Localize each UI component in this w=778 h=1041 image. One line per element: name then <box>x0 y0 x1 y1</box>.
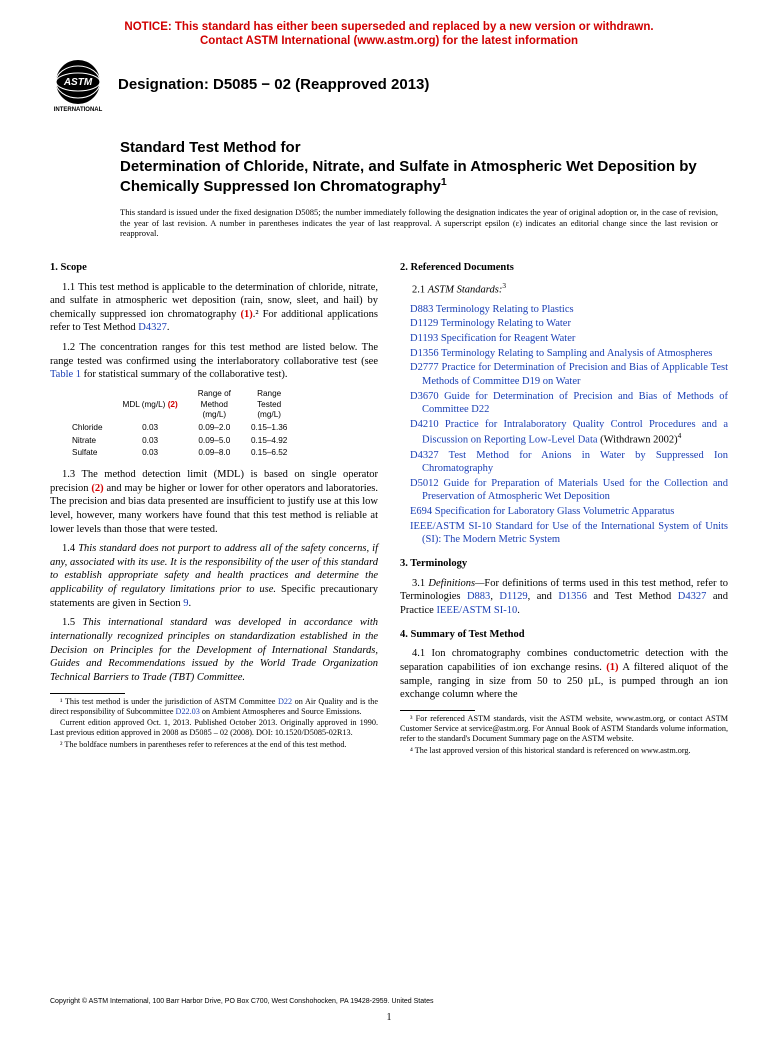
copyright: Copyright © ASTM International, 100 Barr… <box>50 998 434 1005</box>
sec1-p5: 1.5 This international standard was deve… <box>50 616 378 684</box>
sec3-head: 3. Terminology <box>400 557 728 571</box>
ref-item: D4210 Practice for Intralaboratory Quali… <box>400 418 728 448</box>
mdl-table: MDL (mg/L) (2) Range ofMethod(mg/L) Rang… <box>72 388 297 460</box>
sec4-p1: 4.1 Ion chromatography combines conducto… <box>400 647 728 702</box>
ref-link[interactable]: D3670 <box>410 391 439 402</box>
title-block: Standard Test Method for Determination o… <box>120 139 728 197</box>
sec2-head: 2. Referenced Documents <box>400 261 728 275</box>
svg-text:INTERNATIONAL: INTERNATIONAL <box>54 107 103 113</box>
ref-link[interactable]: D4327 <box>410 450 439 461</box>
ref-link[interactable]: D1129 <box>410 318 438 329</box>
right-column: 2. Referenced Documents 2.1 ASTM Standar… <box>400 257 728 757</box>
refs-list: D883 Terminology Relating to PlasticsD11… <box>400 303 728 547</box>
sec1-p3: 1.3 The method detection limit (MDL) is … <box>50 468 378 536</box>
ref-item: E694 Specification for Laboratory Glass … <box>400 505 728 519</box>
sec1-p2: 1.2 The concentration ranges for this te… <box>50 341 378 382</box>
two-column-body: 1. Scope 1.1 This test method is applica… <box>50 257 728 757</box>
ref-item: D1356 Terminology Relating to Sampling a… <box>400 347 728 361</box>
link-d22[interactable]: D22 <box>278 697 292 706</box>
footnotes-left: ¹ This test method is under the jurisdic… <box>50 697 378 750</box>
ref-link[interactable]: D883 <box>410 304 433 315</box>
ref-item: IEEE/ASTM SI-10 Standard for Use of the … <box>400 520 728 547</box>
sec1-head: 1. Scope <box>50 261 378 275</box>
ref-item: D1193 Specification for Reagent Water <box>400 332 728 346</box>
ref-link[interactable]: D1356 <box>410 348 439 359</box>
ref-item: D1129 Terminology Relating to Water <box>400 317 728 331</box>
ref-item: D2777 Practice for Determination of Prec… <box>400 361 728 388</box>
page-number: 1 <box>0 1012 778 1023</box>
designation: Designation: D5085 − 02 (Reapproved 2013… <box>118 76 429 93</box>
notice-banner: NOTICE: This standard has either been su… <box>50 20 728 49</box>
sec4-head: 4. Summary of Test Method <box>400 628 728 642</box>
left-column: 1. Scope 1.1 This test method is applica… <box>50 257 378 757</box>
footnote-rule <box>50 693 125 694</box>
title-lead: Standard Test Method for <box>120 139 728 158</box>
title-main: Determination of Chloride, Nitrate, and … <box>120 158 728 198</box>
ref-link[interactable]: D4210 <box>410 419 439 430</box>
footnotes-right: ³ For referenced ASTM standards, visit t… <box>400 714 728 756</box>
footnote-rule-right <box>400 710 475 711</box>
header-row: ASTM INTERNATIONAL Designation: D5085 − … <box>50 57 728 113</box>
sec1-p4: 1.4 This standard does not purport to ad… <box>50 542 378 610</box>
issue-note: This standard is issued under the fixed … <box>120 207 718 239</box>
table-row: Nitrate0.030.09–5.00.15–4.92 <box>72 435 297 448</box>
ref-link[interactable]: D1193 <box>410 333 438 344</box>
ref-item: D883 Terminology Relating to Plastics <box>400 303 728 317</box>
notice-line2: Contact ASTM International (www.astm.org… <box>200 35 578 47</box>
sec2-sub: 2.1 ASTM Standards:3 <box>400 281 728 297</box>
ref-item: D5012 Guide for Preparation of Materials… <box>400 477 728 504</box>
ref-link[interactable]: IEEE/ASTM SI-10 <box>410 521 492 532</box>
link-d4327[interactable]: D4327 <box>138 322 167 333</box>
link-d2203[interactable]: D22.03 <box>176 707 200 716</box>
ref-link[interactable]: E694 <box>410 506 432 517</box>
sec1-p1: 1.1 This test method is applicable to th… <box>50 281 378 336</box>
sec3-p1: 3.1 Definitions—For definitions of terms… <box>400 577 728 618</box>
ref-link[interactable]: D5012 <box>410 478 439 489</box>
ref-item: D3670 Guide for Determination of Precisi… <box>400 390 728 417</box>
notice-line1: NOTICE: This standard has either been su… <box>124 21 653 33</box>
table-row: Chloride0.030.09–2.00.15–1.36 <box>72 422 297 435</box>
table-row: Sulfate0.030.09–8.00.15–6.52 <box>72 447 297 460</box>
ref-item: D4327 Test Method for Anions in Water by… <box>400 449 728 476</box>
ref-link[interactable]: D2777 <box>410 362 439 373</box>
astm-logo: ASTM INTERNATIONAL <box>50 57 106 113</box>
link-table1[interactable]: Table 1 <box>50 369 81 380</box>
svg-text:ASTM: ASTM <box>63 77 93 88</box>
